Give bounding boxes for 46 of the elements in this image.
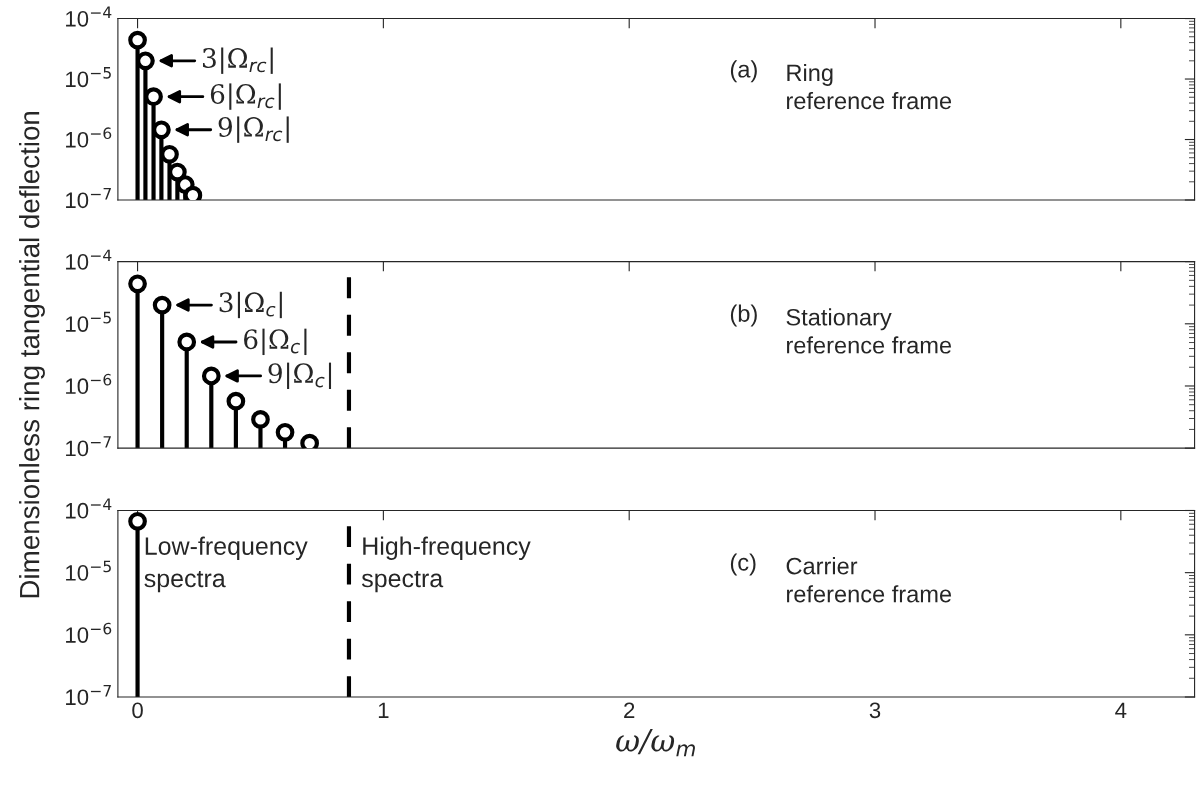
annotation: (c) bbox=[730, 553, 756, 576]
x-tick-label: 4 bbox=[1115, 702, 1127, 718]
y-axis-title: Dimensionless ring tangential deflection bbox=[19, 111, 45, 598]
point bbox=[128, 30, 147, 50]
y-tick-label: 10$^{−5}$ bbox=[66, 560, 111, 581]
point bbox=[275, 422, 295, 442]
point bbox=[168, 162, 187, 182]
y-tick-label: 10$^{−5}$ bbox=[66, 67, 111, 88]
y-tick-label: 10$^{−7}$ bbox=[66, 188, 111, 209]
point bbox=[128, 274, 147, 294]
point bbox=[136, 51, 155, 71]
x-tick-label: 2 bbox=[624, 702, 635, 718]
y-tick-label: 10$^{−4}$ bbox=[66, 498, 112, 519]
annotation: High-frequency spectra bbox=[361, 536, 531, 593]
y-tick-label: 10$^{−7}$ bbox=[66, 436, 111, 457]
annotation: Stationary reference frame bbox=[786, 308, 952, 354]
annotation: Low-frequency spectra bbox=[144, 536, 308, 593]
y-tick-label: 10$^{−4}$ bbox=[66, 249, 112, 270]
annotation: 6|Ω$_{c}$| bbox=[244, 328, 307, 356]
annotation: 9|Ω$_{rc}$| bbox=[218, 116, 289, 143]
annotation: Carrier reference frame bbox=[786, 557, 952, 603]
annotation: 6|Ω$_{rc}$| bbox=[210, 83, 281, 110]
x-tick-label: 0 bbox=[132, 702, 143, 719]
annotation: Ring reference frame bbox=[787, 63, 952, 110]
y-tick-label: 10$^{−6}$ bbox=[66, 127, 112, 148]
x-tick-label: 3 bbox=[869, 702, 881, 719]
annotation: 3|Ω$_{rc}$| bbox=[202, 47, 273, 74]
point bbox=[160, 144, 179, 164]
y-tick-label: 10$^{−5}$ bbox=[66, 311, 111, 332]
point bbox=[201, 366, 221, 386]
y-tick-label: 10$^{−6}$ bbox=[66, 622, 112, 643]
point bbox=[251, 410, 270, 429]
point bbox=[152, 120, 171, 140]
annotation: 3|Ω$_{c}$| bbox=[219, 291, 282, 319]
point bbox=[152, 295, 172, 315]
annotation: (b) bbox=[730, 304, 757, 327]
annotation: (a) bbox=[730, 60, 757, 83]
point bbox=[226, 391, 246, 411]
point bbox=[144, 87, 163, 107]
annotation: 9|Ω$_{c}$| bbox=[268, 362, 332, 390]
y-tick-label: 10$^{−4}$ bbox=[66, 6, 112, 27]
x-tick-label: 1 bbox=[378, 702, 389, 718]
y-tick-label: 10$^{−7}$ bbox=[66, 685, 111, 706]
x-axis-title: ω/ω$_{m}$ bbox=[616, 729, 695, 757]
y-tick-label: 10$^{−6}$ bbox=[66, 373, 112, 395]
point bbox=[177, 332, 197, 352]
